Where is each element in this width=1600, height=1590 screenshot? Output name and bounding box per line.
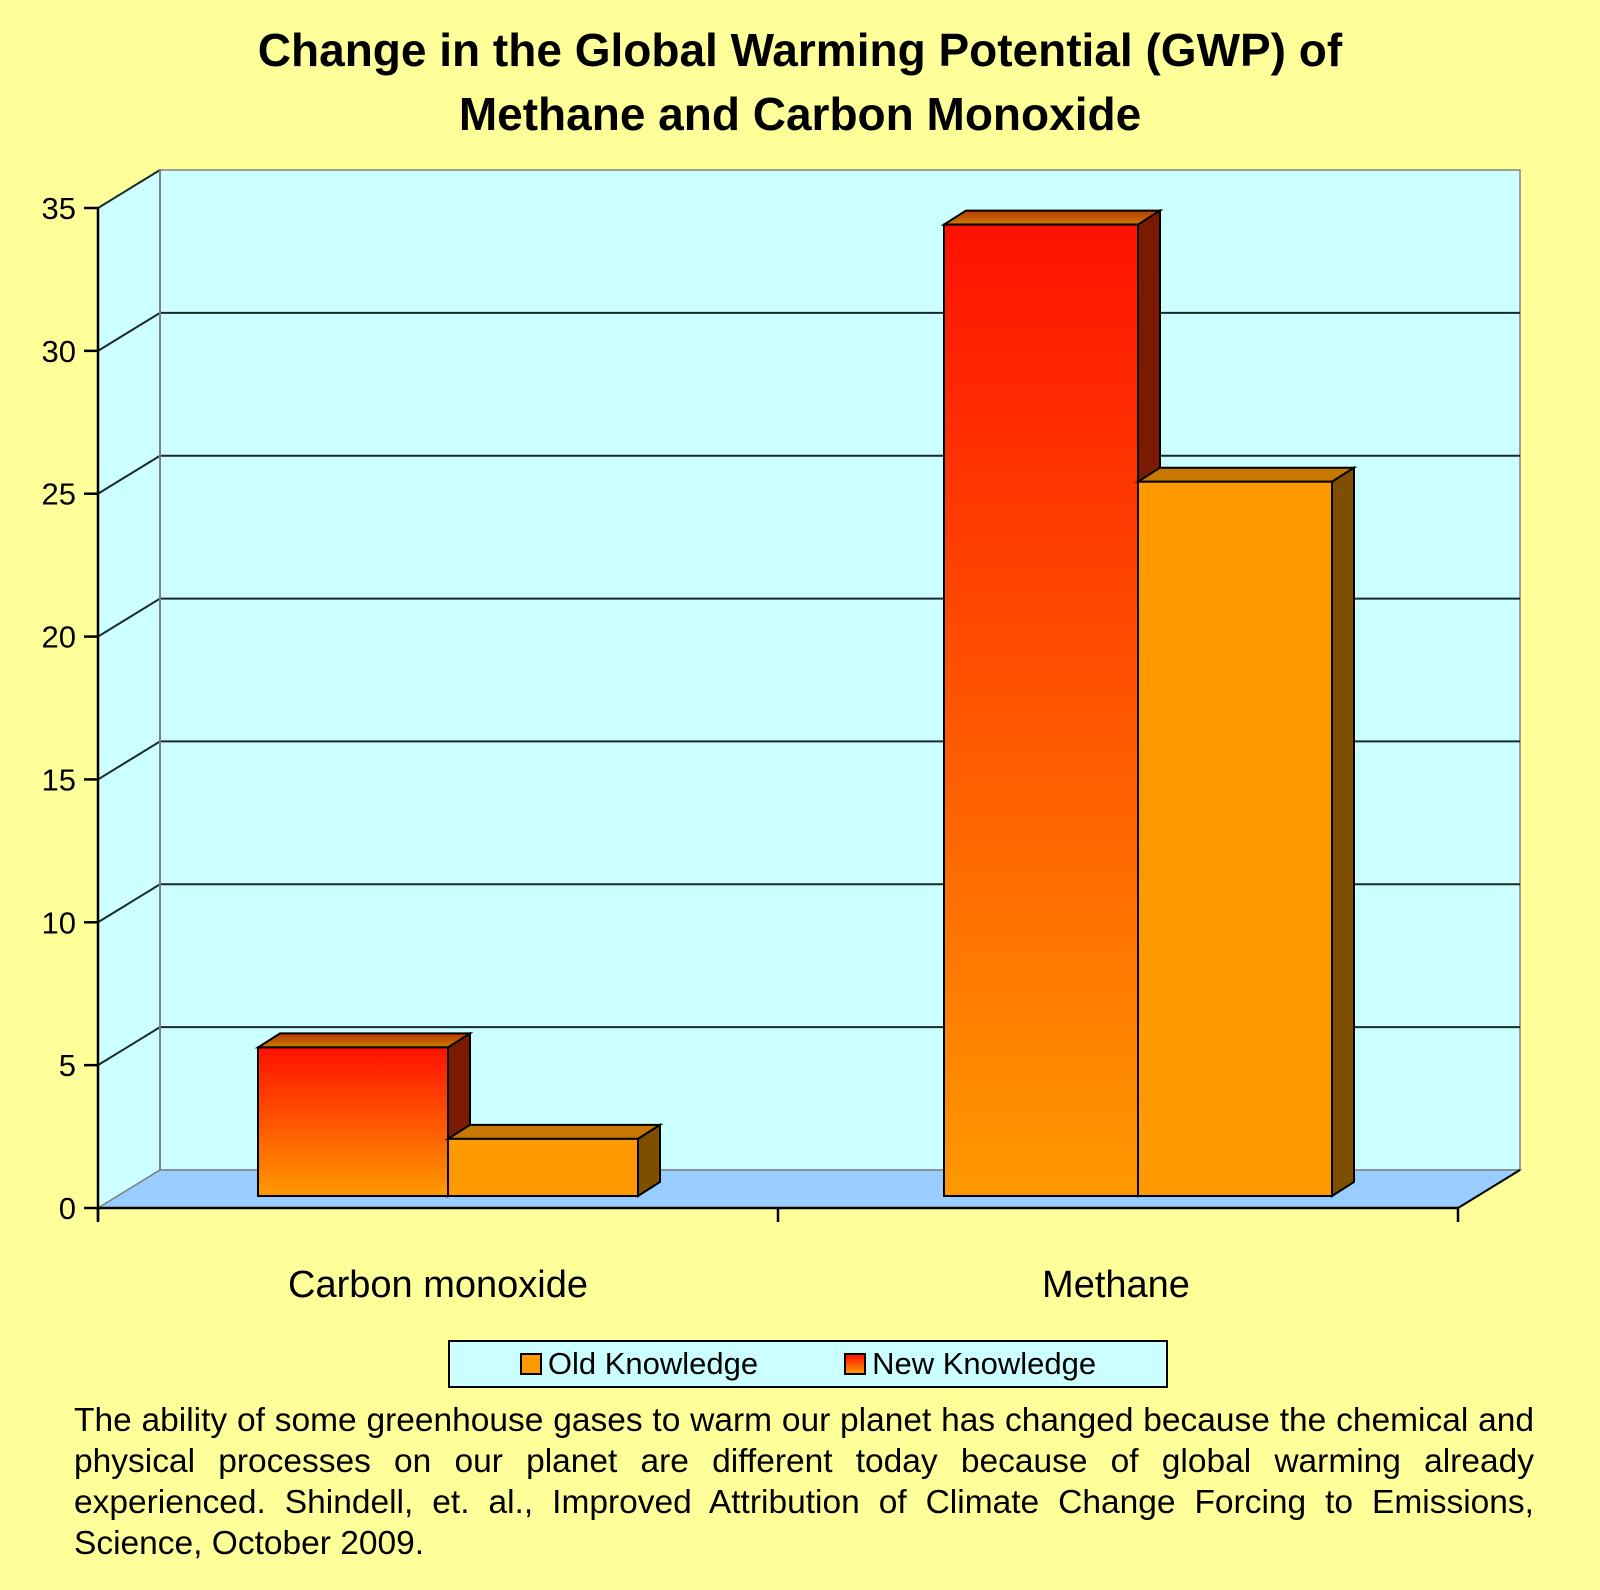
gridline-side	[97, 597, 161, 638]
bars	[254, 208, 1358, 1198]
y-tick-label: 5	[59, 1048, 76, 1083]
gridline-side	[97, 454, 161, 495]
bar-old-methane-top	[1134, 466, 1358, 483]
x-category-label: Carbon monoxide	[288, 1264, 588, 1306]
legend-swatch-old	[519, 1353, 542, 1375]
bar-new-methane-top	[940, 209, 1164, 226]
gridline-side	[97, 169, 161, 209]
bar-new-carbon-monoxide-top	[254, 1032, 474, 1049]
y-tick-label: 20	[42, 620, 76, 655]
chart-title-line-2: Methane and Carbon Monoxide	[458, 88, 1142, 140]
y-tick-label: 35	[42, 191, 76, 226]
gridline-side	[97, 883, 161, 924]
y-tick-label: 0	[59, 1191, 76, 1226]
bar-new-methane-front	[943, 223, 1139, 1198]
bar-old-carbon-monoxide-front	[447, 1137, 639, 1198]
x-category-label: Methane	[1042, 1264, 1190, 1306]
bar-new-methane	[940, 208, 1164, 1198]
legend-item-old: Old Knowledge	[519, 1346, 759, 1382]
legend-label-old: Old Knowledge	[547, 1346, 759, 1381]
y-tick-label: 25	[42, 477, 76, 512]
y-tick-label: 15	[42, 762, 76, 797]
gridline-side	[97, 740, 161, 781]
chart-plot: 0 5 10 15 20 25 30 35 Carbon monoxide Methane	[42, 168, 1523, 1306]
y-tick-label: 30	[42, 334, 76, 369]
chart-title: Change in the Global Warming Potential (…	[0, 18, 1600, 146]
side-wall	[97, 168, 161, 1210]
axes	[84, 206, 1521, 1222]
x-category-labels: Carbon monoxide Methane	[288, 1264, 1190, 1306]
bar-new-carbon-monoxide	[254, 1031, 474, 1198]
gridline-side	[97, 1026, 161, 1066]
legend: Old Knowledge New Knowledge	[448, 1340, 1168, 1388]
gridline-side	[97, 312, 161, 352]
y-tick-label: 10	[42, 905, 76, 940]
bar-old-methane-front	[1137, 480, 1333, 1197]
legend-item-new: New Knowledge	[844, 1346, 1096, 1382]
legend-label-new: New Knowledge	[872, 1346, 1097, 1381]
bar-old-methane-side	[1331, 465, 1355, 1198]
caption: The ability of some greenhouse gases to …	[74, 1402, 1534, 1562]
bar-new-carbon-monoxide-front	[257, 1046, 449, 1198]
bar-old-methane	[1134, 465, 1358, 1198]
y-tick-labels: 0 5 10 15 20 25 30 35	[42, 191, 76, 1226]
floor-edge	[1457, 1169, 1521, 1209]
legend-swatch-new	[844, 1353, 867, 1375]
bar-old-carbon-monoxide-top	[444, 1123, 664, 1140]
chart-title-line-1: Change in the Global Warming Potential (…	[257, 24, 1343, 76]
bar-old-carbon-monoxide	[444, 1123, 664, 1198]
